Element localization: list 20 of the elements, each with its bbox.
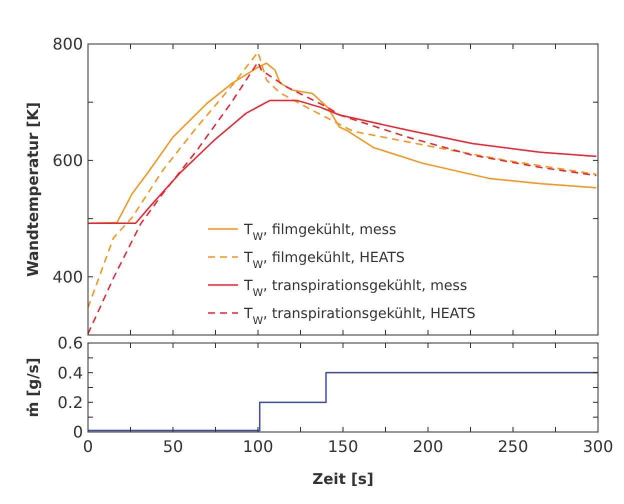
y-tick-label: 400 — [52, 267, 83, 286]
x-tick-label: 150 — [328, 437, 358, 456]
legend-label: T$_{W}$, filmgekühlt, mess — [243, 222, 396, 243]
legend-label: T$_{W}$, transpirationsgekühlt, mess — [243, 278, 468, 299]
legend-label: T$_{W}$, filmgekühlt, HEATS — [243, 250, 405, 271]
x-tick-label: 250 — [498, 437, 528, 456]
x-tick-label: 100 — [242, 437, 274, 456]
y-axis-title: Wandtemperatur [K] — [24, 102, 42, 277]
x-axis-title: Zeit [s] — [312, 470, 374, 488]
legend-label: T$_{W}$, transpirationsgekühlt, HEATS — [243, 306, 476, 327]
y-tick-label: 600 — [52, 151, 83, 170]
y-tick-label: 0.4 — [58, 363, 83, 382]
y-tick-label: 0.2 — [58, 392, 83, 412]
x-tick-label: 200 — [412, 437, 444, 456]
y-tick-label: 800 — [52, 34, 83, 54]
x-tick-label: 50 — [162, 437, 184, 456]
x-tick-label: 300 — [582, 437, 614, 456]
y-axis-title: ṁ [g/s] — [24, 358, 42, 418]
y-tick-label: 0.6 — [58, 334, 83, 353]
y-tick-label: 0 — [72, 422, 83, 442]
